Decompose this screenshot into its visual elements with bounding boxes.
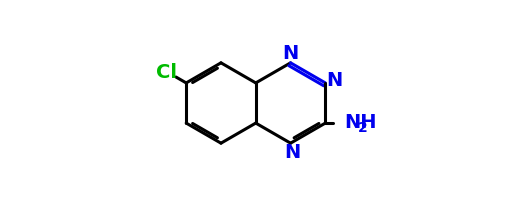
Text: NH: NH bbox=[344, 112, 376, 132]
Text: N: N bbox=[285, 143, 301, 162]
Text: Cl: Cl bbox=[156, 63, 177, 82]
Text: N: N bbox=[283, 44, 298, 63]
Text: N: N bbox=[326, 71, 342, 90]
Text: 2: 2 bbox=[358, 121, 368, 135]
